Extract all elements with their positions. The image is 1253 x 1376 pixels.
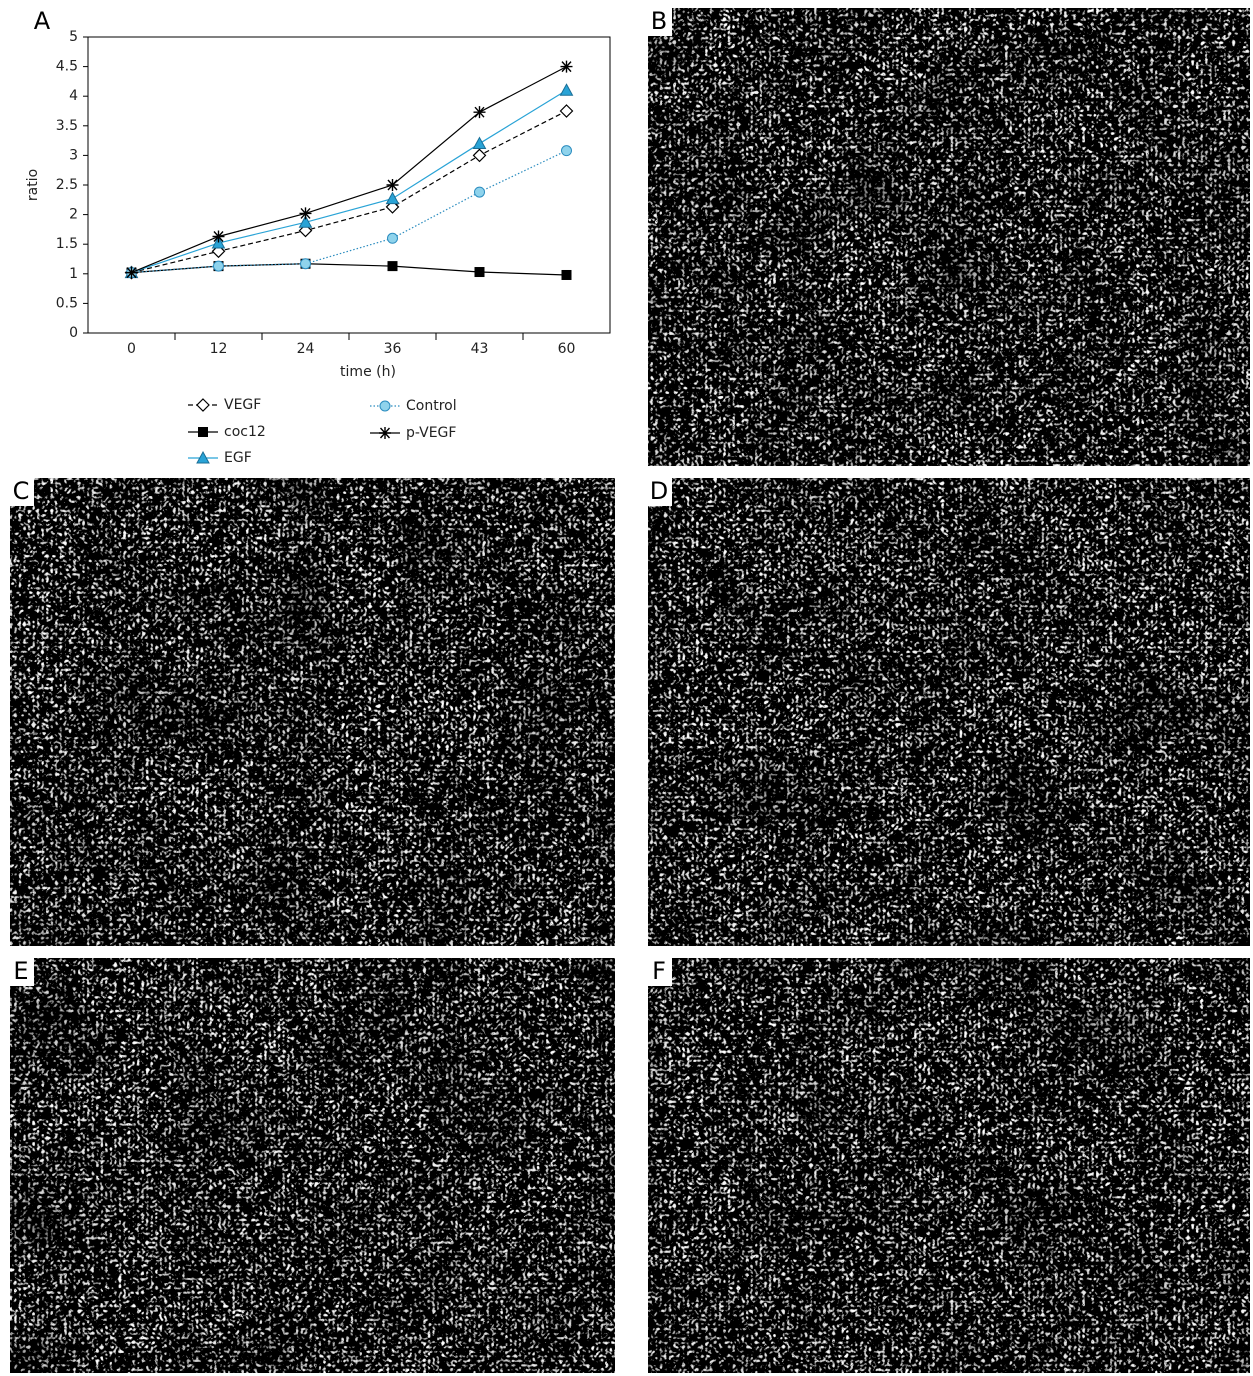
x-tick-label: 60 (558, 341, 576, 357)
micrograph (648, 958, 1250, 1373)
y-tick-label: 0.5 (56, 295, 78, 311)
panel-label: B (651, 7, 667, 35)
marker (300, 207, 312, 219)
marker (474, 106, 486, 118)
marker (126, 267, 138, 279)
legend-label: VEGF (224, 397, 261, 413)
x-tick-label: 36 (384, 341, 402, 357)
marker (301, 259, 311, 269)
y-tick-label: 3 (69, 147, 78, 163)
marker (562, 270, 572, 280)
panel-label: C (13, 477, 30, 505)
marker (387, 193, 399, 204)
micrograph (10, 478, 615, 946)
micrograph (648, 478, 1250, 946)
y-tick-label: 5 (69, 29, 78, 45)
marker (475, 267, 485, 277)
marker (387, 179, 399, 191)
marker (474, 138, 486, 149)
legend-marker (198, 427, 208, 437)
series-line (132, 151, 567, 273)
image-panels (10, 8, 1250, 1373)
marker (561, 105, 573, 117)
x-tick-label: 12 (210, 341, 228, 357)
y-axis-label: ratio (25, 169, 41, 201)
marker (388, 233, 398, 243)
micrograph (648, 8, 1250, 466)
y-tick-label: 2 (69, 207, 78, 223)
marker (213, 231, 225, 243)
legend-marker (197, 399, 209, 411)
marker (214, 261, 224, 271)
marker (561, 61, 573, 73)
y-tick-label: 1 (69, 266, 78, 282)
legend-label: coc12 (224, 424, 266, 440)
legend-marker (379, 427, 391, 439)
y-tick-label: 0 (69, 325, 78, 341)
panel-label: E (13, 957, 28, 985)
legend-marker (380, 401, 390, 411)
series-line (132, 111, 567, 273)
y-tick-label: 3.5 (56, 118, 78, 134)
marker (562, 146, 572, 156)
x-tick-label: 0 (127, 341, 136, 357)
marker (474, 149, 486, 161)
y-tick-label: 4 (69, 88, 78, 104)
micrograph (10, 958, 615, 1373)
figure: A ratio time (h) 0 0.5 1 1.5 2 2.5 3 3.5 4 4.5 5 0 1… (0, 0, 1253, 1376)
marker (561, 84, 573, 95)
legend-label: p-VEGF (406, 425, 456, 441)
x-tick-label: 43 (471, 341, 489, 357)
series-line (132, 67, 567, 273)
y-tick-label: 1.5 (56, 236, 78, 252)
x-tick-label: 24 (297, 341, 315, 357)
series-line (132, 264, 567, 275)
legend-label: EGF (224, 450, 252, 466)
y-tick-label: 4.5 (56, 59, 78, 75)
plot-frame (88, 37, 610, 333)
marker (475, 187, 485, 197)
panel-label: A (34, 7, 51, 35)
marker (388, 261, 398, 271)
legend-label: Control (406, 398, 457, 414)
y-tick-label: 2.5 (56, 177, 78, 193)
x-axis-label: time (h) (340, 364, 396, 380)
panel-label: F (652, 957, 666, 985)
panel-label: D (650, 477, 668, 505)
